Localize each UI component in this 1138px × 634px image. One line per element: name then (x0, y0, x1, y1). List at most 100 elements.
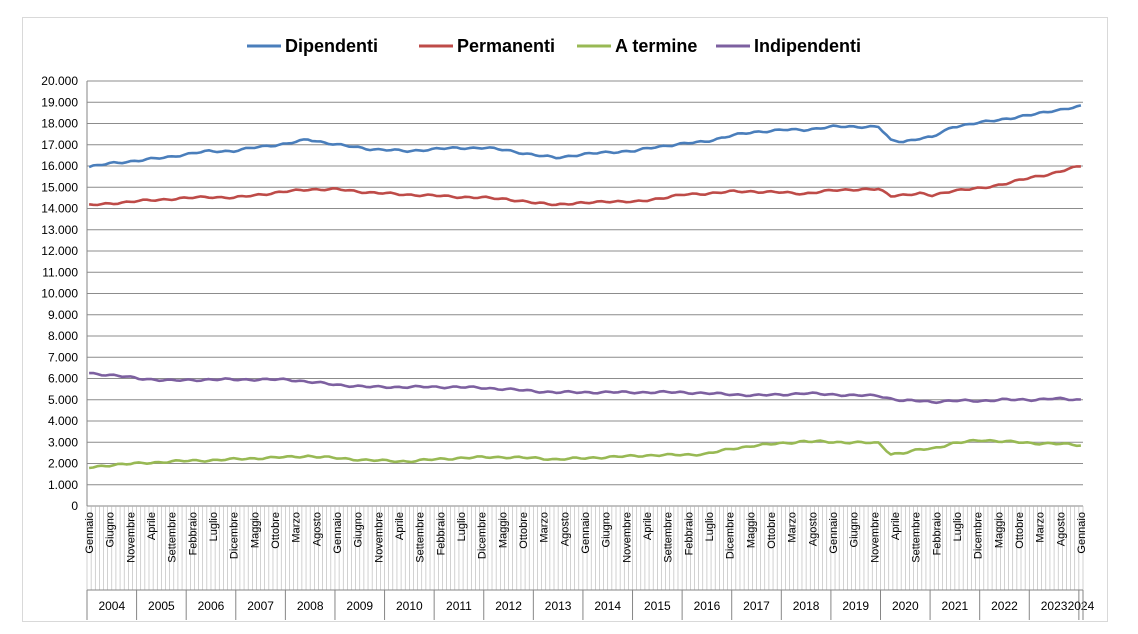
year-label: 2020 (892, 599, 919, 613)
y-axis-labels: 0 1.000 2.000 3.000 4.000 5.000 6.000 7.000 8.00… (41, 74, 78, 513)
x-tick-label: Marzo (787, 512, 799, 543)
x-tick-label: Giugno (849, 512, 861, 547)
x-tick-label: Gennaio (828, 512, 840, 554)
x-tick-label: Marzo (1035, 512, 1047, 543)
y-tick-label: 5.000 (48, 393, 78, 407)
x-tick-label: Settembre (911, 512, 923, 563)
x-tick-label: Dicembre (725, 512, 737, 559)
y-tick-label: 20.000 (41, 74, 78, 88)
x-tick-label: Maggio (745, 512, 757, 548)
x-axis-labels: Gennaio Giugno Novembre Aprile Settembre Febb… (84, 512, 1088, 563)
x-tick-label: Febbraio (683, 512, 695, 555)
y-tick-label: 4.000 (48, 414, 78, 428)
x-tick-label: Maggio (497, 512, 509, 548)
x-tick-label: Luglio (456, 512, 468, 541)
x-tick-label: Marzo (291, 512, 303, 543)
legend-label: A termine (615, 36, 697, 56)
year-label: 2008 (297, 599, 324, 613)
x-tick-label: Dicembre (477, 512, 489, 559)
x-tick-label: Giugno (601, 512, 613, 547)
x-tick-label: Aprile (890, 512, 902, 540)
x-tick-label: Aprile (146, 512, 158, 540)
y-tick-label: 0 (71, 499, 78, 513)
series-line-dipendenti (88, 104, 1082, 169)
legend-label: Indipendenti (754, 36, 861, 56)
y-tick-label: 12.000 (41, 244, 78, 258)
year-label: 2024 (1068, 599, 1095, 613)
x-tick-label: Luglio (952, 512, 964, 541)
year-label: 2016 (694, 599, 721, 613)
year-label: 2023 (1041, 599, 1068, 613)
x-tick-label: Aprile (642, 512, 654, 540)
y-tick-label: 10.000 (41, 287, 78, 301)
year-label: 2005 (148, 599, 175, 613)
year-label: 2022 (991, 599, 1018, 613)
year-label: 2021 (942, 599, 969, 613)
year-label: 2015 (644, 599, 671, 613)
y-tick-label: 14.000 (41, 202, 78, 216)
x-tick-label: Novembre (373, 512, 385, 563)
x-tick-label: Gennaio (580, 512, 592, 554)
year-label: 2009 (346, 599, 373, 613)
x-tick-label: Settembre (415, 512, 427, 563)
year-label: 2004 (98, 599, 125, 613)
legend-label: Dipendenti (285, 36, 378, 56)
x-tick-label: Gennaio (84, 512, 96, 554)
x-tick-label: Agosto (1055, 512, 1067, 546)
x-tick-label: Febbraio (435, 512, 447, 555)
x-year-labels: 2004 2005 2006 2007 2008 2009 2010 2011 2012 2013… (86, 590, 1095, 620)
x-tick-label: Maggio (993, 512, 1005, 548)
x-tick-label: Aprile (394, 512, 406, 540)
y-tick-label: 8.000 (48, 329, 78, 343)
x-tick-label: Febbraio (187, 512, 199, 555)
year-label: 2011 (446, 599, 472, 613)
series-lines (88, 104, 1082, 470)
x-tick-label: Luglio (704, 512, 716, 541)
y-tick-label: 2.000 (48, 457, 78, 471)
x-tick-label: Novembre (125, 512, 137, 563)
x-tick-label: Luglio (208, 512, 220, 541)
x-tick-label: Ottobre (518, 512, 530, 549)
x-tick-label: Giugno (353, 512, 365, 547)
y-tick-label: 18.000 (41, 117, 78, 131)
series-line-a-termine (88, 438, 1081, 470)
x-tick-label: Maggio (249, 512, 261, 548)
x-tick-label: Settembre (167, 512, 179, 563)
x-tick-label: Agosto (311, 512, 323, 546)
x-tick-label: Febbraio (931, 512, 943, 555)
year-label: 2014 (594, 599, 621, 613)
y-tick-label: 6.000 (48, 372, 78, 386)
y-tick-label: 17.000 (41, 138, 78, 152)
y-tick-label: 7.000 (48, 350, 78, 364)
x-tick-label: Agosto (559, 512, 571, 546)
series-line-permanenti (88, 165, 1081, 207)
x-tick-label: Ottobre (1014, 512, 1026, 549)
x-tick-label: Gennaio (332, 512, 344, 554)
x-tick-label: Giugno (105, 512, 117, 547)
year-label: 2012 (495, 599, 522, 613)
series-line-indipendenti (89, 371, 1081, 405)
x-tick-label: Ottobre (766, 512, 778, 549)
y-tick-label: 11.000 (42, 265, 78, 279)
x-tick-label: Marzo (539, 512, 551, 543)
x-tick-label: Gennaio (1076, 512, 1088, 554)
y-tick-label: 16.000 (41, 159, 78, 173)
year-label: 2018 (793, 599, 820, 613)
y-tick-label: 19.000 (41, 95, 78, 109)
y-tick-label: 3.000 (48, 435, 78, 449)
x-tick-label: Agosto (807, 512, 819, 546)
year-label: 2006 (198, 599, 225, 613)
gridlines (87, 80, 1083, 507)
legend-label: Permanenti (457, 36, 555, 56)
x-tick-label: Dicembre (973, 512, 985, 559)
x-tick-label: Ottobre (270, 512, 282, 549)
year-label: 2013 (545, 599, 572, 613)
year-label: 2010 (396, 599, 423, 613)
year-label: 2019 (842, 599, 869, 613)
x-tick-label: Novembre (869, 512, 881, 563)
x-tick-label: Novembre (621, 512, 633, 563)
year-label: 2007 (247, 599, 274, 613)
y-tick-label: 1.000 (48, 478, 78, 492)
y-tick-label: 9.000 (48, 308, 78, 322)
y-tick-label: 15.000 (41, 180, 78, 194)
